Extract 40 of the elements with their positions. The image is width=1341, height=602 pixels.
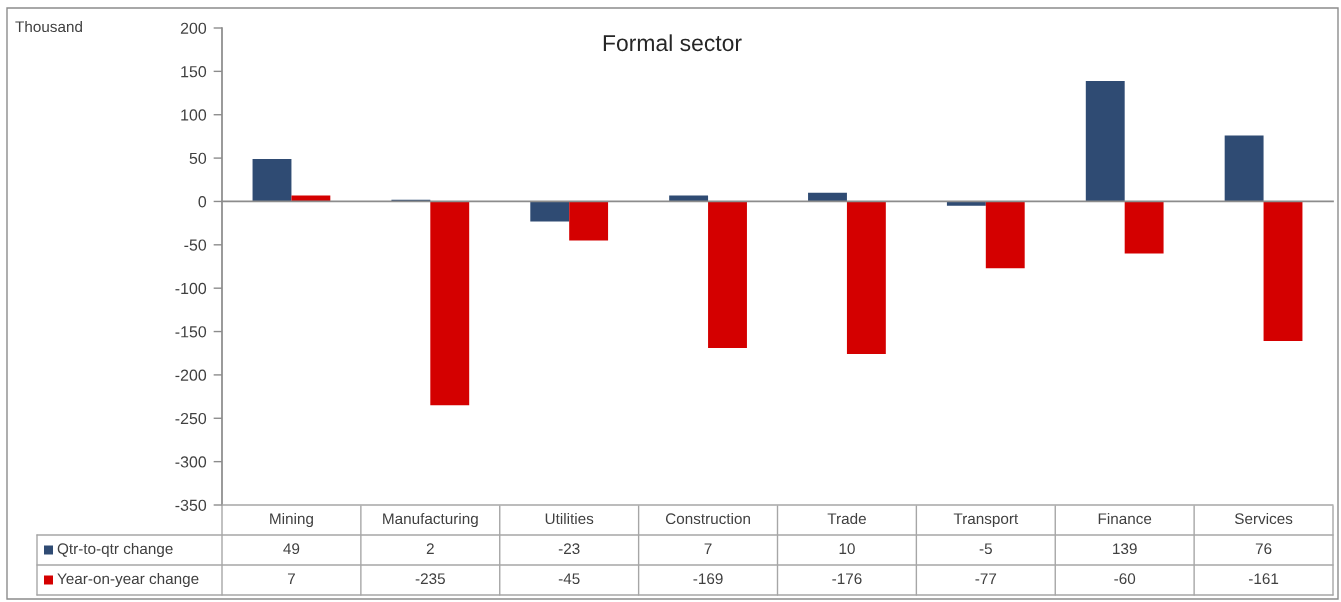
- data-label: -77: [975, 573, 997, 584]
- data-label: -5: [979, 543, 992, 555]
- data-label: -176: [832, 573, 862, 585]
- y-tick-label: -50: [184, 239, 207, 251]
- x-tick-label: Trade: [827, 512, 866, 525]
- x-tick-label: Construction: [665, 512, 750, 525]
- y-tick-label: -150: [175, 326, 207, 338]
- chart-title: Formal sector: [603, 34, 742, 52]
- data-label: 139: [1113, 543, 1137, 555]
- data-label: 7: [287, 573, 295, 584]
- x-tick-label: Services: [1234, 512, 1293, 525]
- data-label: 10: [839, 543, 855, 555]
- data-label: 2: [426, 543, 434, 554]
- data-label: -235: [415, 573, 445, 585]
- data-label: 7: [704, 543, 712, 554]
- x-tick-label: Mining: [270, 512, 313, 528]
- y-tick-label: 0: [198, 196, 207, 208]
- x-tick-label: Transport: [953, 513, 1019, 528]
- data-label: 76: [1255, 543, 1272, 555]
- y-tick-label: 200: [180, 22, 207, 34]
- data-label: -169: [693, 573, 723, 585]
- y-tick-label: 150: [181, 66, 207, 78]
- data-label: 49: [283, 543, 300, 555]
- y-tick-label: 100: [181, 109, 207, 121]
- text: Thousand: [15, 20, 82, 33]
- legend-label: Year-on-year change: [57, 572, 199, 588]
- y-tick-label: 50: [189, 152, 207, 165]
- legend-label: Qtr-to-qtr change: [57, 542, 173, 558]
- data-label: -161: [1248, 573, 1279, 585]
- x-tick-label: Manufacturing: [383, 512, 478, 528]
- y-tick-label: -300: [175, 456, 207, 468]
- y-tick-label: -250: [175, 412, 207, 425]
- data-label: -45: [558, 573, 580, 585]
- x-tick-label: Utilities: [545, 512, 594, 525]
- y-tick-label: -100: [175, 282, 207, 295]
- x-tick-label: Finance: [1098, 512, 1152, 525]
- y-tick-label: -200: [175, 369, 207, 381]
- y-tick-label: -350: [175, 499, 207, 511]
- data-label: -23: [558, 543, 580, 555]
- data-label: -60: [1114, 573, 1136, 585]
